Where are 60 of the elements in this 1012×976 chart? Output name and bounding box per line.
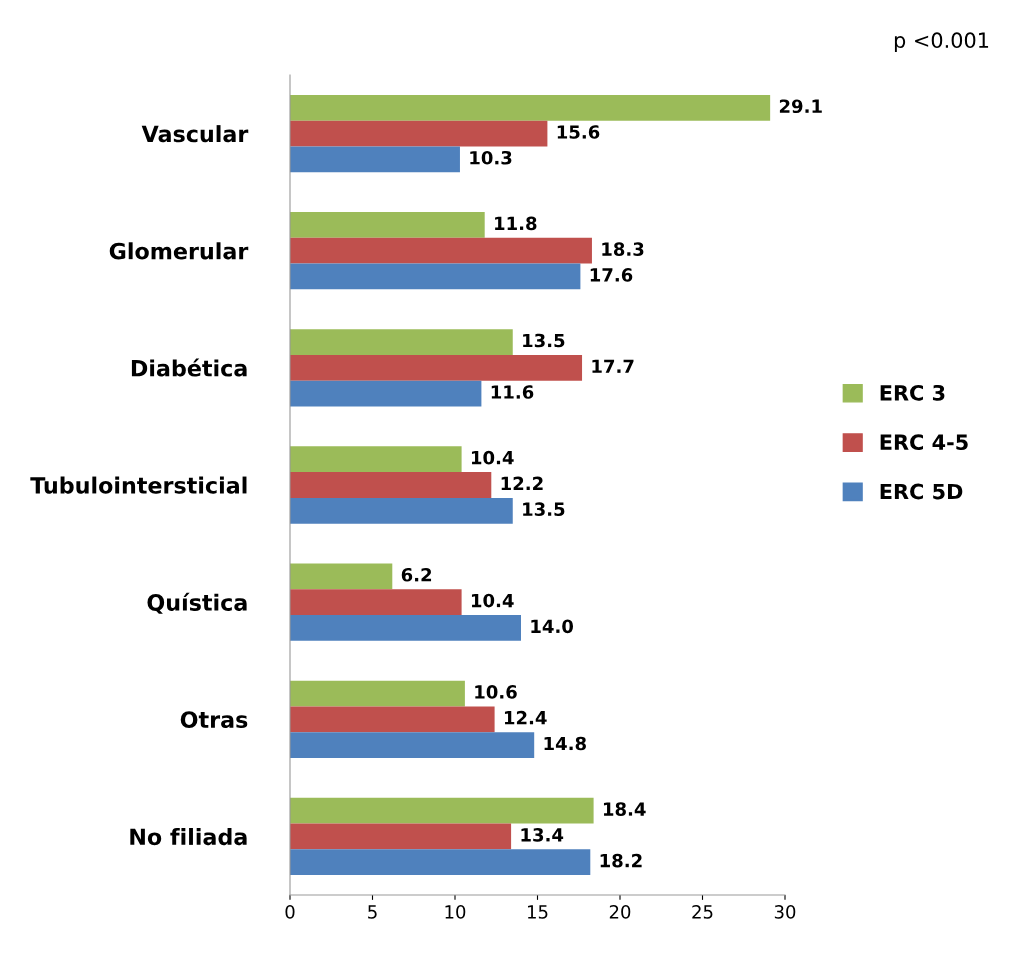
bar (290, 237, 592, 264)
bar (290, 680, 465, 707)
bar (290, 263, 581, 290)
bar (290, 146, 460, 173)
bar (290, 797, 594, 824)
y-tick-label: No filiada (130, 827, 247, 846)
data-label: 18.2 (600, 853, 642, 868)
data-label: 11.6 (491, 385, 534, 399)
bar (290, 120, 548, 147)
x-tick-label: 10 (445, 905, 466, 919)
x-tick-label: 30 (774, 905, 796, 919)
data-label: 13.5 (523, 502, 565, 517)
data-label: 14.0 (531, 619, 574, 634)
x-tick-label: 25 (692, 905, 713, 919)
legend-label: ERC 3 (880, 384, 945, 401)
y-tick-label: Vascular (141, 125, 249, 143)
y-tick-label: Quística (147, 592, 247, 614)
x-tick-label: 15 (528, 905, 548, 919)
bar (290, 732, 535, 758)
data-label: 17.6 (590, 268, 633, 282)
bar (290, 380, 482, 407)
y-tick-label: Glomerular (109, 242, 249, 260)
data-label: 14.8 (544, 736, 586, 751)
x-tick-label: 20 (609, 905, 631, 919)
data-label: 10.4 (471, 593, 514, 608)
bar (290, 212, 485, 238)
bar (290, 329, 513, 355)
data-label: 6.2 (401, 567, 432, 582)
bar (290, 472, 492, 498)
x-tick-label: 0 (285, 905, 295, 919)
y-tick-label: Otras (180, 711, 248, 729)
data-label: 18.3 (602, 242, 644, 256)
data-label: 12.4 (504, 710, 547, 725)
data-label: 15.6 (557, 125, 600, 139)
data-label: 10.3 (470, 150, 512, 165)
y-tick-label: Diabética (131, 358, 247, 377)
y-tick-label: Tubulointersticial (30, 476, 247, 494)
bar (290, 849, 591, 876)
data-label: 13.4 (521, 828, 564, 842)
data-label: 10.6 (475, 685, 517, 699)
data-label: 11.8 (495, 216, 537, 231)
data-label: 17.7 (592, 359, 634, 373)
data-label: 12.2 (501, 476, 543, 490)
bar (290, 615, 521, 641)
x-tick-label: 5 (368, 905, 377, 919)
text: p <0.001 (894, 32, 989, 53)
bar (290, 94, 771, 121)
bar (290, 706, 495, 733)
data-label: 29.1 (779, 99, 822, 114)
legend-label: ERC 5D (880, 483, 963, 500)
legend-label: ERC 4-5 (880, 434, 968, 451)
bar (290, 589, 462, 616)
data-label: 18.4 (603, 802, 646, 816)
bar (290, 823, 512, 850)
data-label: 13.5 (523, 333, 565, 348)
bar (290, 446, 462, 473)
bar (290, 563, 393, 590)
data-label: 10.4 (471, 450, 514, 465)
bar (290, 354, 583, 381)
bar (290, 497, 513, 524)
